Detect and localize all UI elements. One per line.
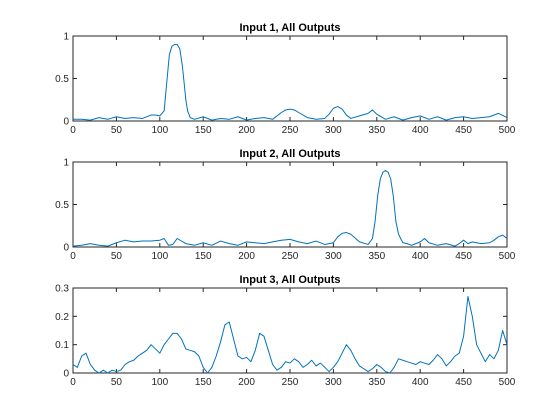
axes-frame <box>72 161 508 248</box>
x-tick-label: 50 <box>111 377 123 388</box>
x-tick-label: 500 <box>499 251 516 262</box>
axes-1: Input 1, All Outputs 0 50 100 150 200 250 300 35… <box>55 22 516 136</box>
axes-2: Input 2, All Outputs 0 50 100 150 200 250 300 35… <box>55 148 516 262</box>
y-tick-label: 0.5 <box>55 74 69 85</box>
x-tick-label: 50 <box>111 251 123 262</box>
x-tick-label: 350 <box>368 251 385 262</box>
x-tick-label: 450 <box>455 251 472 262</box>
series-line <box>72 170 508 247</box>
series-line <box>73 44 508 121</box>
y-tick-label: 0.2 <box>55 312 69 323</box>
x-tick-label: 400 <box>412 251 429 262</box>
x-tick-label: 100 <box>151 377 168 388</box>
axes-frame <box>72 287 508 374</box>
y-tick-label: 1 <box>63 158 69 169</box>
x-tick-label: 0 <box>70 125 76 136</box>
x-tick-label: 200 <box>238 251 255 262</box>
x-tick-label: 250 <box>282 251 299 262</box>
x-tick-label: 500 <box>499 377 516 388</box>
axes-frame <box>72 35 508 122</box>
x-tick-label: 300 <box>325 125 342 136</box>
x-tick-label: 300 <box>325 377 342 388</box>
y-tick-label: 0.3 <box>55 284 69 295</box>
chart-title: Input 3, All Outputs <box>239 274 340 286</box>
y-tick-label: 0.5 <box>55 200 69 211</box>
x-tick-label: 450 <box>455 377 472 388</box>
x-tick-label: 300 <box>325 251 342 262</box>
x-tick-label: 450 <box>455 125 472 136</box>
x-tick-label: 0 <box>70 251 76 262</box>
x-tick-label: 350 <box>368 377 385 388</box>
x-tick-label: 0 <box>70 377 76 388</box>
y-tick-label: 0 <box>63 243 69 254</box>
x-tick-label: 100 <box>151 125 168 136</box>
series-line <box>72 296 508 374</box>
x-tick-label: 200 <box>238 125 255 136</box>
axes-3: Input 3, All Outputs 0 50 100 150 200 250 300 35… <box>55 274 516 388</box>
x-tick-label: 150 <box>195 125 212 136</box>
x-tick-label: 100 <box>151 251 168 262</box>
y-tick-label: 0.1 <box>55 340 69 351</box>
chart-title: Input 2, All Outputs <box>239 148 340 160</box>
x-tick-label: 400 <box>412 377 429 388</box>
x-tick-label: 200 <box>238 377 255 388</box>
x-tick-label: 150 <box>195 251 212 262</box>
x-tick-label: 50 <box>111 125 123 136</box>
x-tick-label: 500 <box>499 125 516 136</box>
x-tick-label: 250 <box>282 377 299 388</box>
y-tick-label: 0 <box>63 117 69 128</box>
y-tick-label: 1 <box>63 32 69 43</box>
x-tick-label: 350 <box>368 125 385 136</box>
x-tick-label: 150 <box>195 377 212 388</box>
y-tick-label: 0 <box>63 369 69 380</box>
x-tick-label: 400 <box>412 125 429 136</box>
chart-title: Input 1, All Outputs <box>239 22 340 34</box>
x-tick-label: 250 <box>282 125 299 136</box>
